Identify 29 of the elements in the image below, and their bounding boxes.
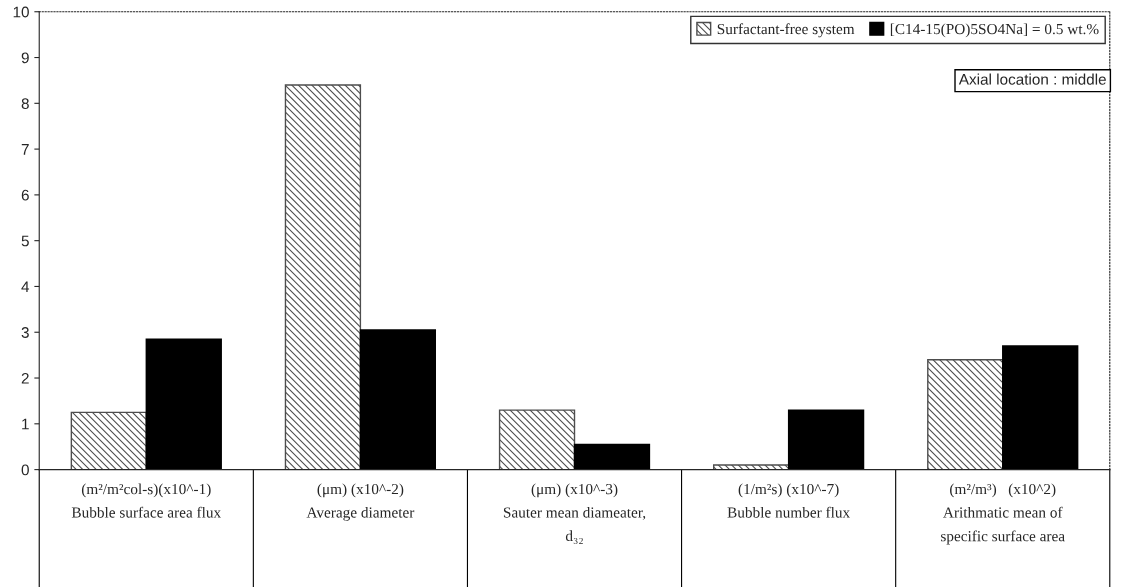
- x-tick-label: (1/m²s) (x10^-7) Bubble number flux: [727, 483, 850, 518]
- x-tick-label: (m²/m³) (x10^2) Arithmatic mean of specific surface area: [941, 483, 1065, 545]
- bar: [359, 329, 437, 470]
- y-tick-label: 2: [21, 372, 29, 384]
- bar: [927, 359, 1004, 470]
- y-tick-label: 6: [21, 189, 29, 201]
- y-tick-label: 10: [13, 6, 29, 18]
- x-tick-label: (μm) (x10^-3) Sauter mean diameater, d₃₂: [503, 483, 646, 545]
- bar: [712, 464, 790, 470]
- legend-label: Surfactant-free system: [717, 23, 855, 38]
- bar: [787, 409, 865, 470]
- y-tick-label: 7: [21, 144, 29, 155]
- y-tick-label: 8: [21, 98, 29, 109]
- y-tick-label: 9: [21, 52, 29, 64]
- y-tick-label: 4: [21, 281, 30, 292]
- x-tick-label: (m²/m²col-s)(x10^-1) Bubble surface area flux: [71, 483, 221, 518]
- bar: [498, 409, 576, 470]
- y-tick-label: 0: [21, 464, 29, 476]
- bar: [573, 443, 651, 470]
- y-tick-label: 3: [21, 327, 29, 338]
- bar: [1002, 345, 1079, 470]
- annotation: Axial location : middle: [958, 73, 1106, 85]
- y-tick-label: 1: [22, 418, 29, 430]
- legend-label: [C14-15(PO)5SO4Na] = 0.5 wt.%: [890, 23, 1099, 38]
- bar: [284, 84, 362, 470]
- y-tick-label: 5: [21, 235, 29, 247]
- bar: [145, 338, 222, 470]
- bar: [70, 411, 147, 470]
- x-tick-label: (μm) (x10^-2) Average diameter: [306, 483, 415, 521]
